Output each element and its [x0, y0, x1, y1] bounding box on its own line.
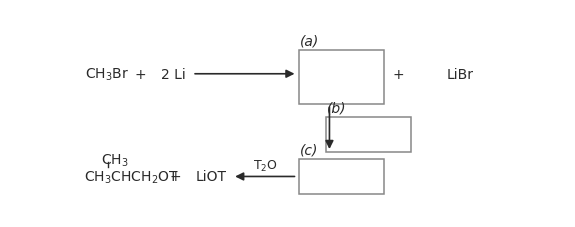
- Text: CH$_3$: CH$_3$: [101, 152, 128, 168]
- Text: +: +: [393, 67, 404, 81]
- Bar: [299, 159, 384, 194]
- Text: +: +: [134, 67, 146, 81]
- Text: LiOT: LiOT: [196, 170, 227, 184]
- Bar: [326, 117, 411, 152]
- Text: +: +: [169, 170, 181, 184]
- Text: (a): (a): [300, 34, 319, 48]
- Text: (b): (b): [327, 101, 346, 115]
- Bar: [299, 51, 384, 105]
- Text: T$_2$O: T$_2$O: [254, 158, 278, 173]
- Text: CH$_3$Br: CH$_3$Br: [85, 66, 129, 83]
- Text: 2 Li: 2 Li: [161, 67, 186, 81]
- Text: LiBr: LiBr: [446, 67, 473, 81]
- Text: CH$_3$CHCH$_2$OT: CH$_3$CHCH$_2$OT: [85, 168, 179, 185]
- Text: (c): (c): [300, 143, 319, 157]
